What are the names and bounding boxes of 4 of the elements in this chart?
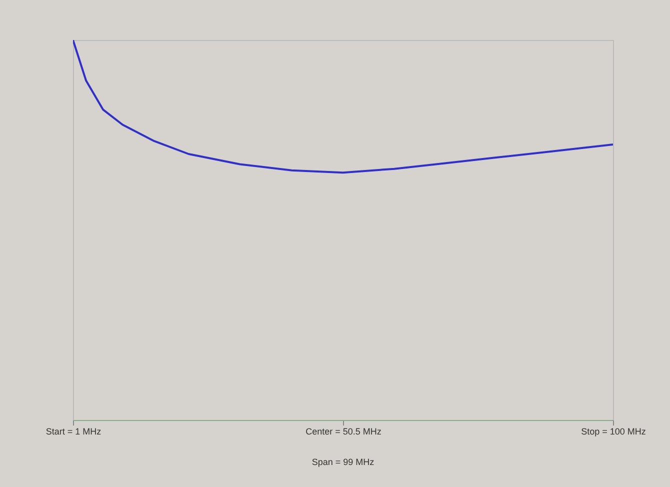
x-tick-label: Stop = 100 MHz bbox=[581, 426, 646, 436]
x-tick-label: Start = 1 MHz bbox=[46, 426, 102, 436]
x-tick-label: Center = 50.5 MHz bbox=[306, 426, 382, 436]
text: Span = 99 MHz bbox=[312, 457, 375, 467]
